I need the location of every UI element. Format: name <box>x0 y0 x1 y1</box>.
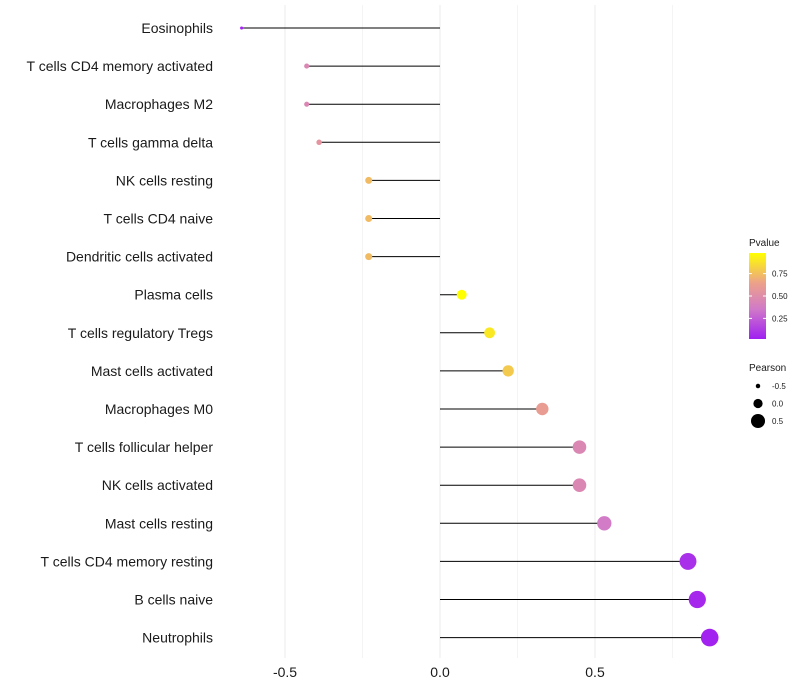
category-label: NK cells resting <box>116 172 213 188</box>
data-point <box>572 478 587 492</box>
data-point <box>365 214 373 223</box>
size-key-dot <box>753 398 763 409</box>
category-label: T cells gamma delta <box>88 134 213 150</box>
category-label: Macrophages M0 <box>105 401 213 417</box>
category-label: Mast cells activated <box>91 363 213 379</box>
data-point <box>572 440 587 454</box>
size-key-label: -0.5 <box>772 382 786 391</box>
data-point <box>484 327 495 339</box>
data-point <box>688 590 706 609</box>
category-label: Macrophages M2 <box>105 96 213 112</box>
size-key-label: 0.5 <box>772 417 784 426</box>
data-point <box>304 101 310 107</box>
category-label: Eosinophils <box>141 20 213 36</box>
color-tick-label: 0.50 <box>772 292 788 301</box>
category-label: NK cells activated <box>102 477 213 493</box>
x-axis-ticks: -0.5 0.0 0.5 <box>273 664 605 680</box>
x-tick-label: -0.5 <box>273 664 297 680</box>
color-legend-bar <box>749 253 766 339</box>
data-point <box>240 26 244 30</box>
data-point <box>502 365 514 377</box>
color-legend-ticks: 0.25 0.50 0.75 <box>749 270 788 323</box>
category-label: Mast cells resting <box>105 515 213 531</box>
category-label: T cells regulatory Tregs <box>68 325 213 341</box>
size-key-dot <box>755 383 761 389</box>
size-legend-keys: -0.5 0.0 0.5 <box>750 382 786 429</box>
size-key-dot <box>750 413 766 429</box>
stems <box>241 27 710 639</box>
data-point <box>365 176 373 184</box>
data-point <box>536 402 549 416</box>
data-point <box>679 552 697 570</box>
category-label: Plasma cells <box>134 287 213 303</box>
data-point <box>365 253 373 261</box>
x-tick-label: 0.0 <box>430 664 450 680</box>
points <box>240 26 719 647</box>
color-tick-label: 0.75 <box>772 270 788 279</box>
data-point <box>700 628 719 647</box>
data-point <box>456 289 467 300</box>
grid-layer <box>284 5 673 658</box>
category-label: T cells follicular helper <box>75 439 214 455</box>
color-legend-title: Pvalue <box>749 238 780 249</box>
category-label: T cells CD4 naive <box>104 211 214 227</box>
category-label: T cells CD4 memory activated <box>27 58 213 74</box>
data-point <box>316 139 322 146</box>
size-legend-title: Pearson <box>749 363 786 374</box>
data-point <box>597 516 612 531</box>
color-tick-label: 0.25 <box>772 314 788 323</box>
data-point <box>304 63 310 69</box>
category-label: Neutrophils <box>142 630 213 646</box>
legend: Pvalue 0.25 0.50 0.75 Pearson -0.5 0.0 0.5 <box>749 238 788 429</box>
category-label: Dendritic cells activated <box>66 249 213 265</box>
category-label: T cells CD4 memory resting <box>41 553 213 569</box>
category-label: B cells naive <box>134 592 213 608</box>
x-tick-label: 0.5 <box>585 664 605 680</box>
category-labels: Eosinophils T cells CD4 memory activated M… <box>27 20 214 646</box>
size-key-label: 0.0 <box>772 400 784 409</box>
